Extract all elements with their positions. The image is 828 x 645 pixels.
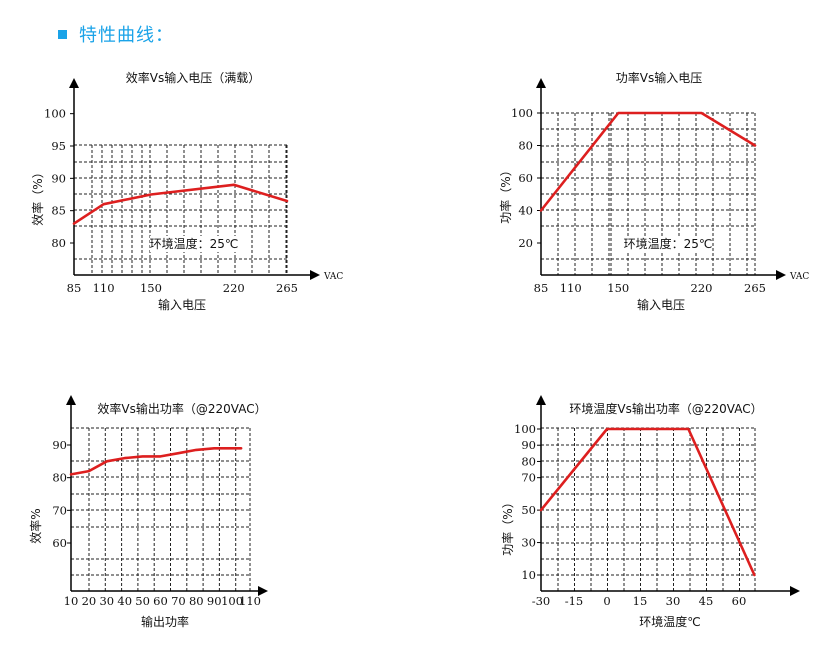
grid [541, 427, 756, 591]
grid [74, 144, 288, 275]
x-axis-arrow-icon [790, 586, 800, 596]
chart-title: 效率Vs输入电压（满载） [126, 70, 260, 85]
y-tick-label: 90 [51, 171, 66, 185]
y-axis-arrow-icon [536, 78, 546, 88]
x-axis-unit: VAC [789, 272, 809, 282]
y-tick-label: 40 [518, 204, 533, 218]
series-line [539, 427, 756, 577]
chart-4: 10 30 50 70 80 90 100 -30 -15 0 15 30 45 60 环境温度Vs输出功率… [500, 395, 800, 629]
x-tick-label: 150 [607, 281, 629, 295]
axes [73, 86, 312, 276]
y-axis-label: 功率（%） [498, 164, 513, 223]
x-tick-label: 30 [666, 594, 681, 608]
x-axis-label: 输入电压 [158, 297, 206, 312]
y-tick-label: 60 [518, 171, 533, 185]
annotation-text: 环境温度：25℃ [624, 236, 713, 251]
y-tick-label: 80 [51, 236, 66, 250]
y-tick-label: 80 [521, 454, 536, 468]
y-tick-label: 100 [511, 106, 533, 120]
chart-title: 效率Vs输出功率（@220VAC） [97, 401, 266, 416]
x-tick-label: 150 [140, 281, 162, 295]
y-axis-arrow-icon [69, 78, 79, 88]
x-axis-label: 输入电压 [637, 297, 685, 312]
x-tick-label: 110 [239, 594, 261, 608]
x-tick-label: -30 [532, 594, 551, 608]
x-tick-label: 85 [67, 281, 82, 295]
y-tick-label: 85 [51, 204, 66, 218]
x-axis-arrow-icon [310, 270, 320, 280]
x-tick-label: 265 [276, 281, 298, 295]
x-axis-label: 输出功率 [141, 614, 189, 629]
x-axis-unit: VAC [323, 272, 343, 282]
section-title: 特性曲线： [79, 25, 174, 46]
y-axis-arrow-icon [536, 395, 546, 405]
y-axis-arrow-icon [66, 395, 76, 405]
x-tick-label: 80 [189, 594, 204, 608]
series-line [72, 183, 289, 225]
chart-title: 环境温度Vs输出功率（@220VAC） [569, 401, 762, 416]
y-axis-label: 效率（%） [30, 166, 45, 225]
y-axis-label: 效率% [28, 508, 43, 543]
axes [540, 403, 792, 592]
x-tick-label: 85 [534, 281, 549, 295]
y-tick-label: 100 [514, 422, 536, 436]
x-tick-label: 10 [64, 594, 79, 608]
axes [70, 403, 260, 592]
x-tick-label: 45 [699, 594, 714, 608]
y-tick-label: 90 [52, 438, 67, 452]
x-tick-label: 220 [691, 281, 713, 295]
x-tick-label: 110 [560, 281, 582, 295]
x-tick-label: 30 [99, 594, 114, 608]
y-tick-label: 90 [521, 438, 536, 452]
y-tick-label: 80 [52, 471, 67, 485]
x-tick-label: 60 [153, 594, 168, 608]
annotation-text: 环境温度：25℃ [150, 236, 239, 251]
section-header: 特性曲线： [58, 22, 174, 46]
x-tick-label: 100 [221, 594, 243, 608]
annotation-background [150, 236, 238, 252]
x-tick-label: 60 [732, 594, 747, 608]
chart-1: 80 85 90 95 100 85 110 150 220 265 效率Vs输入电压（满载） 输入电… [30, 70, 343, 312]
x-tick-label: 0 [603, 594, 610, 608]
y-tick-label: 100 [44, 107, 66, 121]
grid [71, 427, 251, 591]
y-tick-label: 70 [521, 471, 536, 485]
chart-title: 功率Vs输入电压 [616, 70, 702, 85]
y-tick-label: 70 [52, 503, 67, 517]
y-tick-label: 80 [518, 139, 533, 153]
y-tick-label: 10 [521, 568, 536, 582]
square-bullet-icon [58, 29, 67, 39]
y-tick-label: 20 [518, 236, 533, 250]
annotation-background [624, 236, 712, 252]
y-tick-label: 95 [51, 139, 66, 153]
grid [541, 112, 756, 275]
x-tick-label: -15 [565, 594, 584, 608]
x-axis-arrow-icon [258, 586, 268, 596]
x-tick-label: 50 [135, 594, 150, 608]
x-tick-label: 40 [117, 594, 132, 608]
x-tick-label: 220 [223, 281, 245, 295]
y-tick-label: 50 [521, 503, 536, 517]
x-tick-label: 110 [93, 281, 115, 295]
y-axis-label: 功率（%） [500, 496, 515, 555]
x-axis-arrow-icon [776, 270, 786, 280]
x-tick-label: 20 [82, 594, 97, 608]
x-tick-label: 70 [171, 594, 186, 608]
x-tick-label: 15 [633, 594, 648, 608]
axes [540, 86, 778, 276]
series-line [69, 446, 243, 476]
x-tick-label: 265 [744, 281, 766, 295]
series-line [539, 111, 757, 212]
x-axis-label: 环境温度℃ [639, 614, 700, 629]
y-tick-label: 30 [521, 536, 536, 550]
y-tick-label: 60 [52, 536, 67, 550]
x-tick-label: 90 [207, 594, 222, 608]
